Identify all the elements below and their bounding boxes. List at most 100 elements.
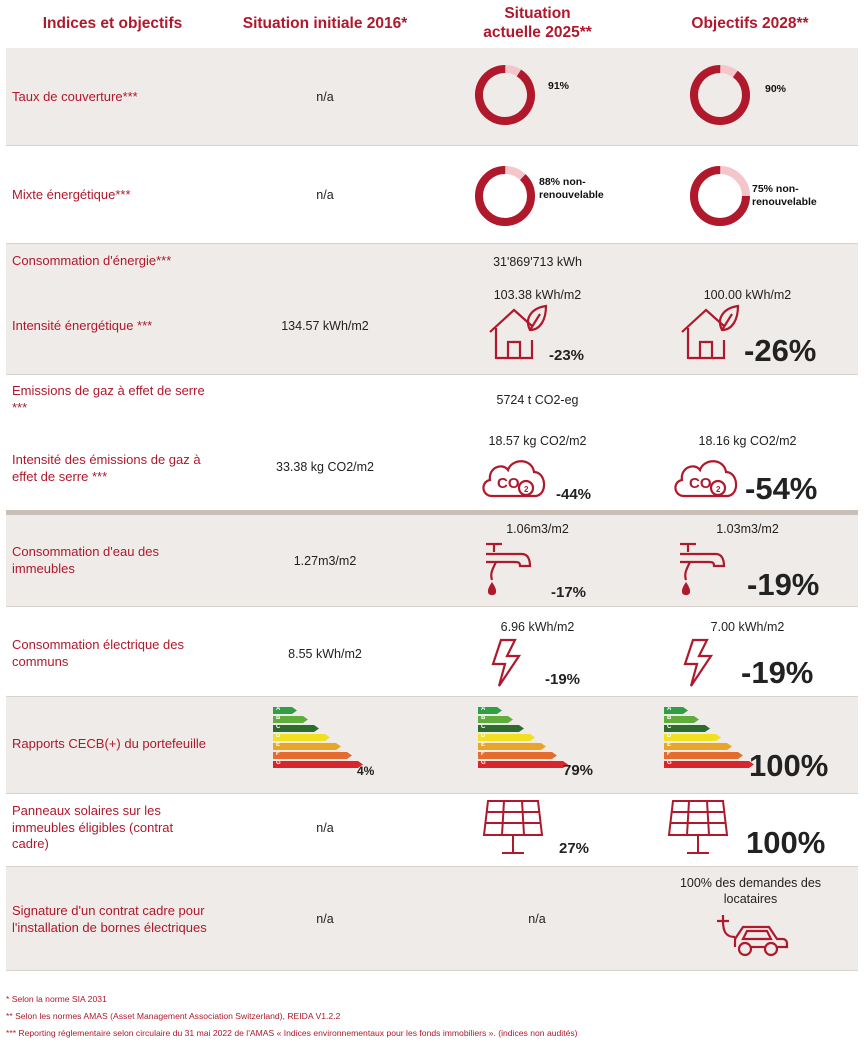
row-energie-bg [6, 243, 858, 374]
label-mixte: Mixte énergétique*** [12, 187, 131, 202]
house-leaf-icon [681, 304, 740, 360]
cecb-bar-a: A [478, 707, 502, 714]
house-leaf-icon [489, 304, 548, 360]
mixte-current-donut [475, 166, 535, 226]
cecb-bar-letter: G [667, 760, 672, 766]
cecb-bar-g: G [273, 761, 363, 768]
header-initial: Situation initiale 2016* [242, 14, 408, 32]
couverture-current-label: 91% [548, 80, 570, 92]
electric-car-icon [717, 915, 789, 957]
cecb-bar-letter: F [276, 751, 280, 757]
mixte-target-donut [690, 166, 750, 226]
row-divider [6, 696, 858, 697]
bornes-initial: n/a [316, 912, 334, 926]
cecb-bar-e: E [664, 743, 732, 750]
eau-initial: 1.27m3/m2 [293, 554, 357, 568]
electrique-target: 7.00 kWh/m2 [710, 620, 785, 634]
label-cecb: Rapports CECB(+) du portefeuille [12, 736, 207, 751]
svg-text:CO: CO [497, 475, 520, 492]
mixte-target-label: 75% non-renouvelable [752, 183, 817, 208]
electrique-initial: 8.55 kWh/m2 [288, 647, 362, 661]
couverture-initial: n/a [316, 90, 334, 104]
water-tap-icon [680, 542, 726, 596]
eau-current: 1.06m3/m2 [506, 522, 569, 536]
intensite-energetique-initial: 134.57 kWh/m2 [281, 319, 369, 333]
label-electrique: Consommation électrique des communs [12, 637, 184, 669]
label-intensite-energetique: Intensité énergétique *** [12, 318, 153, 333]
cecb-bar-f: F [478, 752, 557, 759]
electrique-current-pct: -19% [545, 671, 581, 688]
row-couverture-bg [6, 48, 858, 145]
cecb-bar-letter: E [276, 742, 281, 748]
cecb-bar-g: G [664, 761, 754, 768]
row-divider [6, 243, 858, 244]
mixte-current-label: 88% non-renouvelable [539, 176, 604, 201]
cecb-bar-letter: A [667, 706, 672, 712]
cecb-bar-letter: C [276, 724, 281, 730]
cecb-bar-letter: C [667, 724, 672, 730]
donut-fill [475, 65, 535, 125]
intensite-emissions-target: 18.16 kg CO2/m2 [698, 434, 797, 448]
cecb-bar-a: A [273, 707, 297, 714]
solaire-initial: n/a [316, 821, 334, 835]
cecb-bar-letter: B [481, 715, 486, 721]
cecb-bar-a: A [664, 707, 688, 714]
co2-cloud-icon: CO 2 [482, 460, 546, 498]
row-divider [6, 866, 858, 867]
solaire-target-pct: 100% [746, 825, 826, 860]
cecb-bar-letter: D [276, 733, 281, 739]
row-divider [6, 793, 858, 794]
label-solaire: Panneaux solaires sur les immeubles élig… [12, 803, 174, 851]
co2-cloud-icon: CO 2 [674, 460, 738, 498]
couverture-target-label: 90% [765, 83, 787, 95]
donut-fill [690, 166, 750, 226]
cecb-bar-letter: B [276, 715, 281, 721]
header-indices: Indices et objectifs [42, 14, 183, 32]
electrique-current: 6.96 kWh/m2 [500, 620, 575, 634]
cecb-target-pct: 100% [749, 748, 829, 783]
intensite-emissions-current: 18.57 kg CO2/m2 [488, 434, 587, 448]
intensite-energetique-current-pct: -23% [549, 347, 585, 364]
svg-text:2: 2 [524, 485, 529, 494]
eau-target-pct: -19% [747, 567, 820, 602]
label-conso-energie: Consommation d'énergie*** [12, 253, 172, 268]
row-eau-bg [6, 510, 858, 606]
solaire-current-pct: 27% [559, 840, 590, 857]
footnote-2: ** Selon les normes AMAS (Asset Manageme… [6, 1011, 341, 1021]
cecb-bar-f: F [273, 752, 352, 759]
footnote-3: *** Reporting réglementaire selon circul… [6, 1028, 578, 1038]
label-eau: Consommation d'eau des immeubles [12, 544, 160, 576]
bornes-target: 100% des demandes des locataires [679, 876, 822, 906]
cecb-bar-c: C [478, 725, 524, 732]
cecb-bar-d: D [664, 734, 721, 741]
cecb-bar-letter: C [481, 724, 486, 730]
cecb-bar-letter: D [481, 733, 486, 739]
conso-energie-current: 31'869'713 kWh [493, 255, 582, 269]
header-target: Objectifs 2028** [691, 14, 809, 32]
row-divider [6, 145, 858, 146]
eau-target: 1.03m3/m2 [716, 522, 779, 536]
electrique-target-pct: -19% [741, 655, 814, 690]
cecb-bar-letter: B [667, 715, 672, 721]
intensite-emissions-initial: 33.38 kg CO2/m2 [276, 460, 374, 474]
footnote-1: * Selon la norme SIA 2031 [6, 994, 107, 1004]
solar-panel-icon [667, 800, 729, 854]
cecb-bar-letter: E [667, 742, 672, 748]
cecb-bar-e: E [478, 743, 546, 750]
label-emissions: Emissions de gaz à effet de serre *** [12, 383, 205, 415]
lightning-icon [491, 638, 522, 687]
solar-panel-icon [482, 800, 544, 854]
intensite-emissions-target-pct: -54% [745, 471, 818, 506]
cecb-bar-g: G [478, 761, 568, 768]
cecb-bar-d: D [273, 734, 330, 741]
cecb-bar-letter: G [276, 760, 281, 766]
cecb-bar-letter: E [481, 742, 486, 748]
label-intensite-emissions: Intensité des émissions de gaz à effet d… [12, 452, 201, 484]
eau-current-pct: -17% [551, 584, 587, 601]
cecb-bar-letter: G [481, 760, 486, 766]
cecb-bar-letter: A [481, 706, 486, 712]
donut-fill [475, 166, 535, 226]
emissions-current: 5724 t CO2-eg [496, 393, 579, 407]
label-bornes: Signature d'un contrat cadre pour l'inst… [12, 903, 207, 935]
